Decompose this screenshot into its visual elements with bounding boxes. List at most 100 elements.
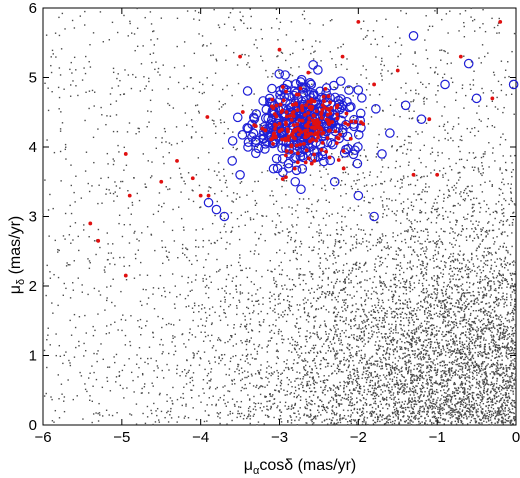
field-star-point — [232, 277, 234, 279]
field-star-point — [375, 306, 377, 309]
field-star-point — [391, 378, 394, 381]
field-star-point — [332, 389, 335, 391]
field-star-point — [415, 374, 418, 377]
field-star-point — [382, 292, 384, 295]
field-star-point — [503, 384, 506, 386]
field-star-point — [386, 368, 388, 370]
field-star-point — [355, 353, 357, 356]
field-star-point — [394, 411, 396, 413]
field-star-point — [445, 397, 448, 400]
field-star-point — [469, 88, 472, 90]
field-star-point — [497, 298, 500, 300]
field-star-point — [388, 374, 391, 377]
field-star-point — [445, 398, 448, 401]
field-star-point — [307, 351, 310, 354]
field-star-point — [172, 386, 174, 389]
field-star-point — [499, 298, 502, 301]
field-star-point — [391, 323, 393, 326]
field-star-point — [495, 346, 498, 348]
field-star-point — [218, 108, 220, 110]
field-star-point — [162, 156, 164, 158]
field-star-point — [290, 416, 292, 418]
field-star-point — [113, 356, 115, 358]
field-star-point — [119, 256, 121, 259]
field-star-point — [140, 261, 142, 264]
field-star-point — [480, 230, 482, 233]
field-star-point — [365, 373, 367, 375]
field-star-point — [400, 87, 402, 89]
field-star-point — [476, 112, 478, 114]
field-star-point — [375, 56, 377, 58]
field-star-point — [307, 260, 310, 263]
field-star-point — [83, 355, 85, 357]
field-star-point — [384, 128, 386, 130]
field-star-point — [493, 243, 495, 245]
field-star-point — [313, 148, 316, 150]
field-star-point — [513, 366, 516, 368]
field-star-point — [230, 231, 232, 233]
field-star-point — [443, 370, 446, 372]
field-star-point — [245, 267, 247, 270]
field-star-point — [285, 366, 287, 369]
field-star-point — [272, 373, 274, 375]
field-star-point — [157, 287, 160, 290]
field-star-point — [457, 202, 459, 205]
field-star-point — [434, 160, 437, 162]
field-star-point — [364, 262, 367, 265]
field-star-point — [438, 235, 440, 237]
field-star-point — [498, 390, 501, 393]
field-star-point — [213, 123, 215, 125]
field-star-point — [502, 212, 505, 214]
field-star-point — [452, 327, 455, 329]
field-star-point — [389, 364, 391, 367]
field-star-point — [305, 398, 307, 401]
field-star-point — [512, 412, 514, 414]
field-star-point — [156, 38, 159, 40]
field-star-point — [215, 404, 217, 407]
field-star-point — [431, 376, 433, 379]
field-star-point — [213, 8, 215, 11]
field-star-point — [334, 391, 336, 393]
field-star-point — [316, 334, 318, 336]
field-star-point — [366, 270, 368, 272]
field-star-point — [225, 405, 227, 407]
field-star-point — [442, 299, 445, 302]
field-star-point — [458, 254, 461, 256]
field-star-point — [144, 325, 147, 327]
field-star-point — [326, 379, 328, 381]
field-star-point — [440, 390, 442, 392]
field-star-point — [270, 270, 272, 273]
field-star-point — [385, 396, 388, 399]
field-star-point — [333, 86, 335, 88]
field-star-point — [470, 61, 473, 63]
field-star-point — [438, 213, 441, 216]
field-star-point — [350, 414, 352, 416]
field-star-point — [226, 423, 228, 425]
field-star-point — [426, 344, 429, 347]
field-star-point — [260, 402, 262, 405]
field-star-point — [401, 329, 403, 331]
field-star-point — [437, 346, 440, 348]
field-star-point — [142, 45, 144, 47]
field-star-point — [408, 416, 410, 418]
field-star-point — [428, 25, 431, 28]
field-star-point — [257, 387, 260, 390]
field-star-point — [503, 198, 505, 200]
field-star-point — [299, 355, 301, 357]
field-star-point — [507, 399, 509, 401]
field-star-point — [380, 249, 383, 252]
field-star-point — [276, 213, 279, 215]
field-star-point — [459, 139, 461, 141]
field-star-point — [479, 184, 482, 186]
field-star-point — [490, 259, 492, 261]
field-star-point — [497, 344, 499, 346]
field-star-point — [416, 254, 418, 256]
field-star-point — [486, 414, 488, 417]
field-star-point — [138, 366, 140, 369]
field-star-point — [410, 338, 412, 341]
field-star-point — [460, 158, 463, 161]
field-star-point — [171, 229, 174, 232]
field-star-point — [513, 260, 515, 262]
field-star-point — [503, 215, 505, 217]
field-star-point — [335, 320, 337, 322]
